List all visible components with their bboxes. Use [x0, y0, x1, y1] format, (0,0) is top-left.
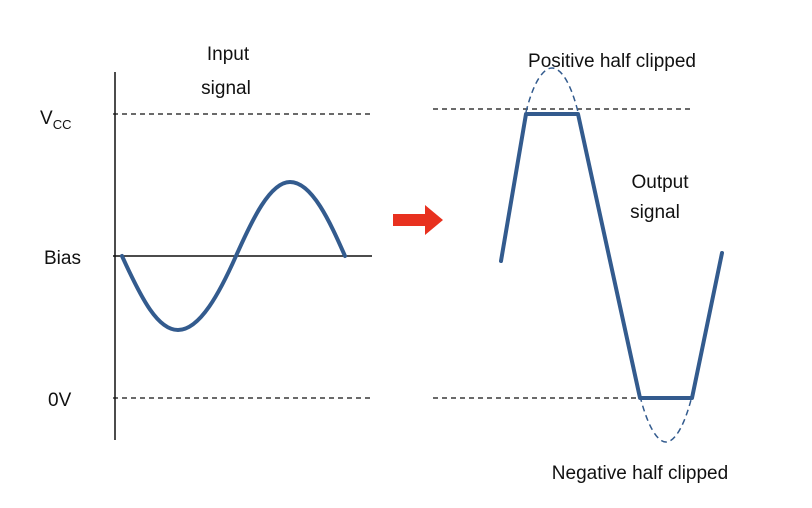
clipped-positive-peak [525, 67, 579, 113]
output-panel: Positive half clipped Negative half clip… [433, 51, 728, 484]
output-title-line1: Output [631, 172, 689, 193]
bias-label: Bias [44, 248, 81, 269]
input-panel: VCC Bias 0V Input signal [40, 44, 372, 440]
clipped-negative-peak [639, 395, 693, 443]
output-waveform [499, 112, 724, 400]
right-arrow-icon [393, 205, 443, 235]
zero-volt-label: 0V [48, 390, 72, 411]
vcc-label: VCC [40, 108, 71, 132]
positive-clip-label: Positive half clipped [528, 51, 696, 72]
input-title-line1: Input [207, 44, 250, 65]
input-title-line2: signal [201, 78, 251, 99]
output-title-line2: signal [630, 202, 680, 223]
negative-clip-label: Negative half clipped [552, 463, 728, 484]
input-waveform [120, 179, 347, 333]
